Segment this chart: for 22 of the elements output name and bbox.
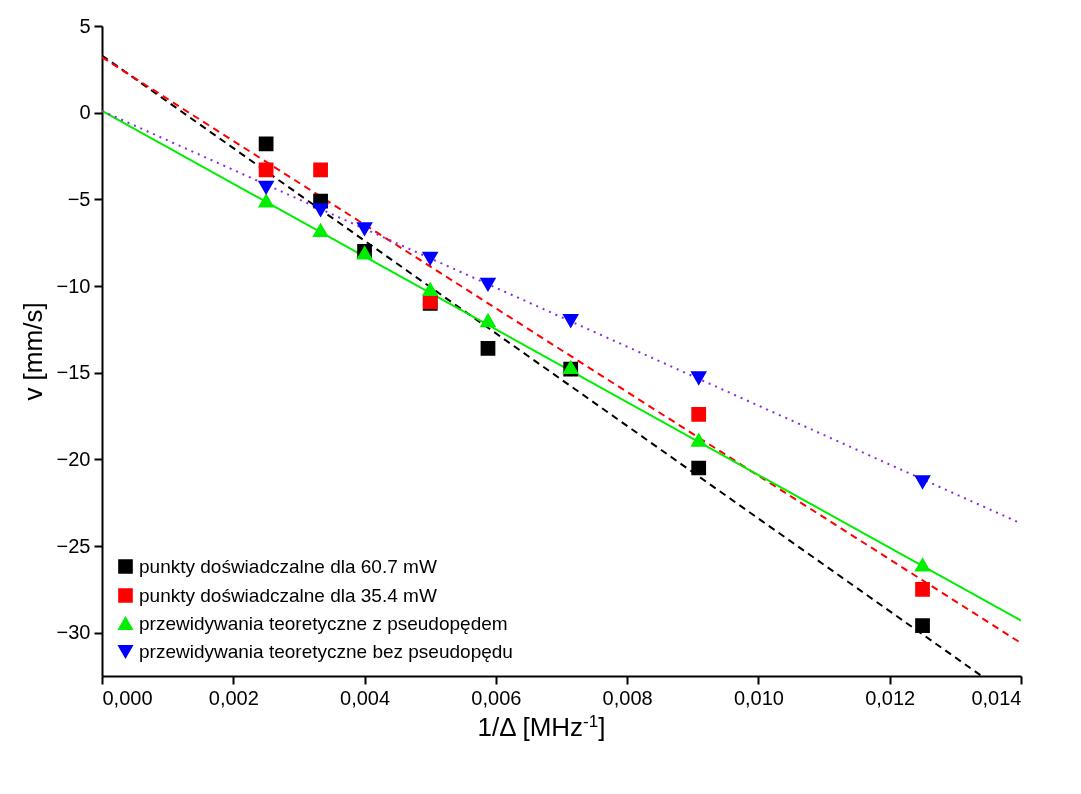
x-tick-label: 0,014 [971,686,1022,709]
y-tick-label: 5 [79,14,91,37]
x-tick-label: 0,010 [733,686,784,709]
y-tick-label: −25 [56,534,91,557]
x-tick-label: 0,012 [865,686,916,709]
x-tick-label: 0,002 [208,686,259,709]
legend-label: przewidywania teoretyczne z pseudopędem [139,612,508,634]
x-axis-title: 1/Δ [MHz$^{-1}$] [477,711,606,742]
y-tick-label: −20 [56,447,91,470]
x-tick-label: 0,000 [102,686,153,709]
y-axis-title: v [mm/s] [17,302,48,401]
y-tick-label: −5 [67,187,91,210]
legend-label: punkty doświadczalne dla 60.7 mW [139,555,437,577]
y-tick-label: 0 [79,101,91,124]
x-tick-label: 0,006 [471,686,522,709]
y-tick-label: −15 [56,361,91,384]
legend-label: punkty doświadczalne dla 35.4 mW [139,584,437,606]
y-tick-label: −10 [56,274,91,297]
x-tick-label: 0,004 [340,686,391,709]
legend-label: przewidywania teoretyczne bez pseudopędu [139,640,513,662]
x-tick-label: 0,008 [602,686,653,709]
y-tick-label: −30 [56,621,91,644]
